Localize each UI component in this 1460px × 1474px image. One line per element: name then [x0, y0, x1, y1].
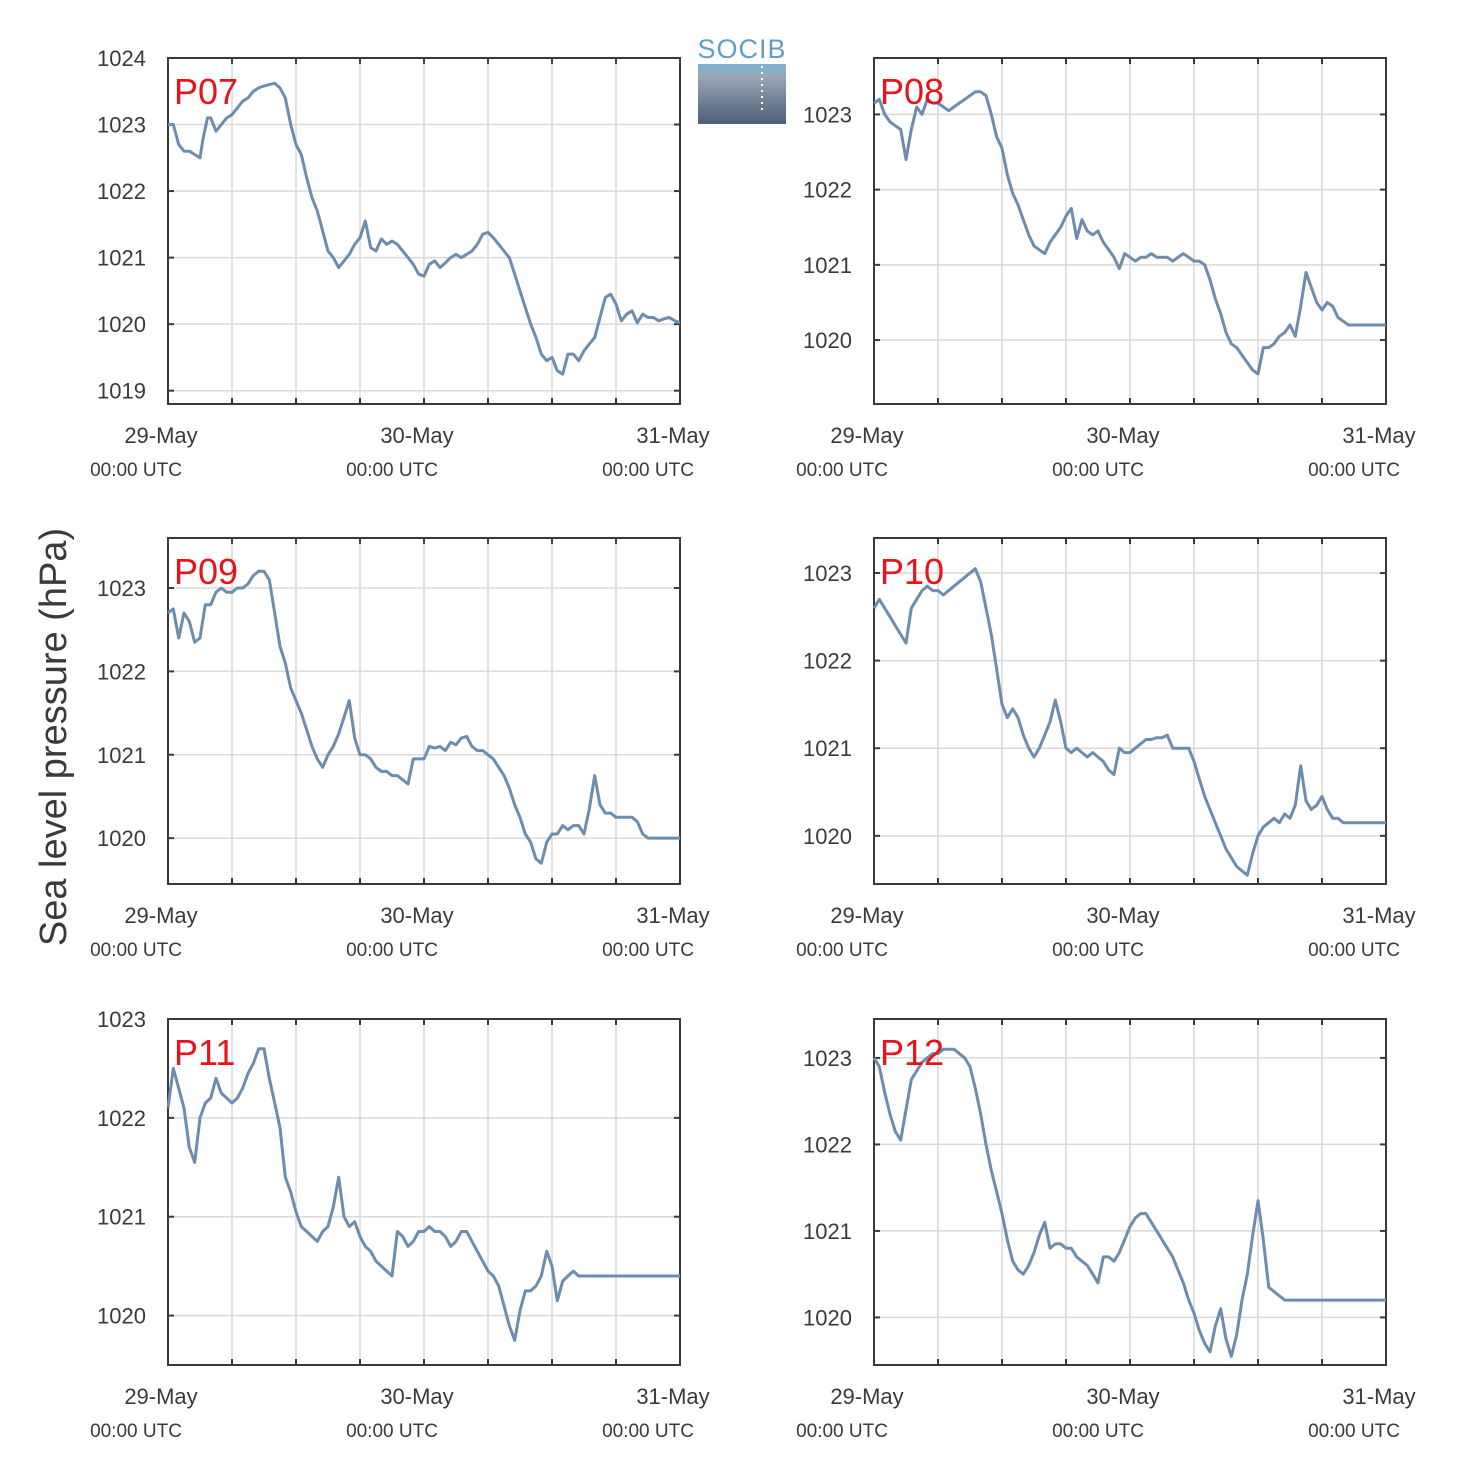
y-tick-label: 1020	[803, 328, 852, 353]
x-tick-label: 29-May	[124, 1384, 197, 1409]
pressure-series-line	[873, 90, 1386, 376]
y-tick-label: 1023	[803, 561, 852, 586]
y-tick-label: 1020	[97, 1304, 146, 1329]
y-tick-label: 1022	[803, 1132, 852, 1157]
panel-p12: 1020 1021 1022 1023 29-May 00:00 UTC 30-May 00:…	[796, 1018, 1416, 1442]
x-tick-time-label: 00:00 UTC	[602, 940, 694, 961]
y-tick-label: 1020	[803, 824, 852, 849]
x-tick-time-label: 00:00 UTC	[796, 1421, 888, 1442]
pressure-series-line	[872, 1047, 1386, 1358]
panel-p08: 1020 1021 1022 1023 29-May 00:00 UTC 30-May 00:…	[796, 57, 1416, 481]
y-tick-label: 1023	[97, 113, 146, 138]
y-tick-label: 1024	[97, 46, 146, 71]
panel-p10: 1020 1021 1022 1023 29-May 00:00 UTC 30-May 00:…	[796, 537, 1416, 961]
panel-label: P07	[174, 71, 238, 112]
panel-label: P11	[174, 1032, 235, 1073]
x-tick-label: 29-May	[830, 903, 903, 928]
x-tick-time-label: 00:00 UTC	[602, 460, 694, 481]
x-tick-label: 31-May	[636, 1384, 709, 1409]
panel-label: P08	[880, 71, 944, 112]
y-tick-label: 1022	[803, 649, 852, 674]
y-tick-label: 1023	[97, 576, 146, 601]
x-tick-time-label: 00:00 UTC	[796, 460, 888, 481]
y-tick-label: 1021	[803, 253, 852, 278]
x-tick-time-label: 00:00 UTC	[1052, 940, 1144, 961]
x-tick-label: 31-May	[1342, 423, 1415, 448]
y-tick-label: 1020	[803, 1305, 852, 1330]
y-tick-label: 1021	[97, 743, 146, 768]
pressure-series-line	[872, 567, 1386, 877]
y-tick-label: 1023	[803, 1046, 852, 1071]
y-tick-label: 1020	[97, 312, 146, 337]
y-tick-label: 1019	[97, 379, 146, 404]
panel-p11: 1020 1021 1022 1023 29-May 00:00 UTC 30-May 00:…	[90, 1007, 710, 1442]
x-tick-label: 30-May	[380, 423, 453, 448]
panel-label: P09	[174, 551, 238, 592]
x-tick-time-label: 00:00 UTC	[346, 460, 438, 481]
x-tick-time-label: 00:00 UTC	[1308, 1421, 1400, 1442]
x-tick-label: 30-May	[380, 903, 453, 928]
y-tick-label: 1021	[97, 246, 146, 271]
x-tick-time-label: 00:00 UTC	[1308, 460, 1400, 481]
x-tick-label: 30-May	[1086, 423, 1159, 448]
x-tick-label: 29-May	[830, 423, 903, 448]
y-axis-label: Sea level pressure (hPa)	[33, 528, 75, 946]
pressure-series-line	[168, 81, 681, 376]
x-tick-time-label: 00:00 UTC	[90, 460, 182, 481]
x-tick-label: 31-May	[636, 423, 709, 448]
y-tick-label: 1022	[97, 659, 146, 684]
logo-text: SOCIB	[697, 34, 786, 64]
x-tick-label: 30-May	[1086, 1384, 1159, 1409]
x-tick-label: 31-May	[1342, 1384, 1415, 1409]
y-tick-label: 1022	[97, 1106, 146, 1131]
pressure-series-line	[167, 569, 680, 865]
x-tick-label: 29-May	[124, 423, 197, 448]
x-tick-time-label: 00:00 UTC	[346, 1421, 438, 1442]
y-tick-label: 1021	[803, 1219, 852, 1244]
x-tick-time-label: 00:00 UTC	[90, 940, 182, 961]
panel-label: P10	[880, 551, 944, 592]
x-tick-time-label: 00:00 UTC	[796, 940, 888, 961]
y-tick-label: 1020	[97, 826, 146, 851]
panel-p07: 1019 1020 1021 1022 1023 1024 29-May 00:00 UTC 3…	[90, 46, 710, 481]
x-tick-time-label: 00:00 UTC	[1052, 1421, 1144, 1442]
x-tick-label: 29-May	[830, 1384, 903, 1409]
y-tick-label: 1023	[97, 1007, 146, 1032]
socib-logo: SOCIB	[697, 34, 786, 124]
x-tick-time-label: 00:00 UTC	[1308, 940, 1400, 961]
panels: 1019 1020 1021 1022 1023 1024 29-May 00:00 UTC 3…	[90, 46, 1416, 1442]
x-tick-label: 30-May	[380, 1384, 453, 1409]
x-tick-time-label: 00:00 UTC	[602, 1421, 694, 1442]
panel-p09: 1020 1021 1022 1023 29-May 00:00 UTC 30-May 00:…	[90, 537, 710, 961]
y-tick-label: 1021	[803, 736, 852, 761]
pressure-series-line	[166, 1047, 680, 1342]
y-tick-label: 1022	[803, 178, 852, 203]
x-tick-label: 31-May	[636, 903, 709, 928]
panel-label: P12	[880, 1032, 944, 1073]
y-tick-label: 1023	[803, 102, 852, 127]
x-tick-label: 30-May	[1086, 903, 1159, 928]
x-tick-time-label: 00:00 UTC	[90, 1421, 182, 1442]
x-tick-time-label: 00:00 UTC	[346, 940, 438, 961]
x-tick-time-label: 00:00 UTC	[1052, 460, 1144, 481]
x-tick-label: 31-May	[1342, 903, 1415, 928]
y-tick-label: 1021	[97, 1205, 146, 1230]
y-tick-label: 1022	[97, 179, 146, 204]
x-tick-label: 29-May	[124, 903, 197, 928]
